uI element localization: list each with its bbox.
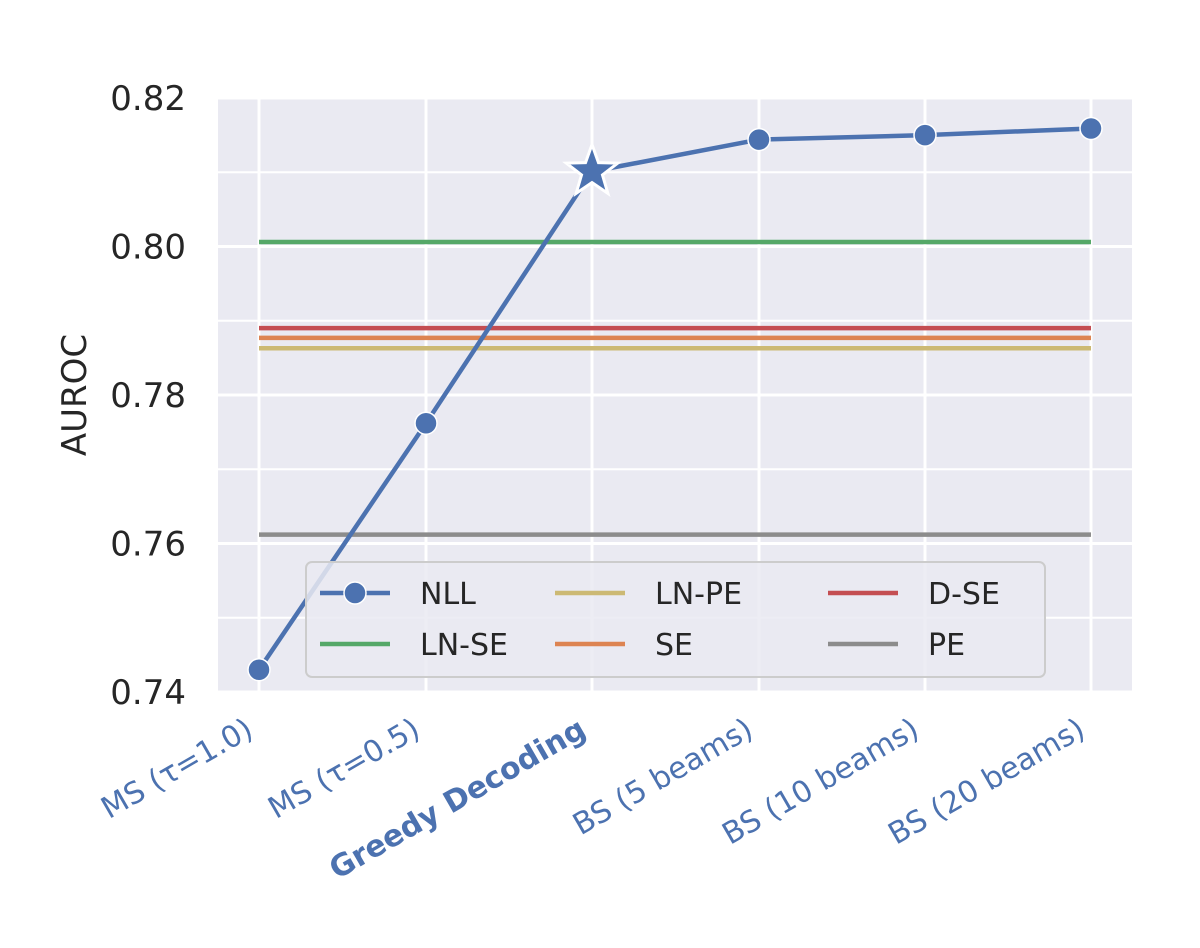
y-tick-label: 0.78: [110, 376, 186, 416]
nll-point: [247, 657, 271, 682]
y-tick-label: 0.80: [110, 228, 186, 268]
y-tick-label: 0.76: [110, 525, 186, 565]
nll-point: [414, 411, 438, 435]
legend-label-pe: PE: [928, 628, 965, 663]
x-tick-label-group: MS (τ=1.0): [95, 712, 259, 827]
nll-star-marker: [562, 140, 622, 197]
legend-label-d-se: D-SE: [928, 577, 1000, 612]
x-tick-label: MS (τ=1.0): [95, 712, 259, 827]
y-tick-labels: 0.74 0.76 0.78 0.80 0.82: [110, 79, 186, 713]
legend-marker-nll: [343, 581, 367, 605]
nll-line: [257, 126, 1092, 671]
y-axis-label: AUROC: [55, 334, 95, 456]
legend-label-se: SE: [655, 628, 693, 663]
x-tick-label-group: MS (τ=0.5): [262, 712, 426, 827]
nll-series: [247, 116, 1103, 682]
y-tick-label: 0.82: [110, 79, 186, 119]
nll-point: [913, 123, 937, 147]
legend-label-ln-pe: LN-PE: [655, 577, 742, 612]
x-tick-label: MS (τ=0.5): [262, 712, 426, 827]
reference-lines: [259, 239, 1091, 537]
nll-point: [1079, 116, 1103, 141]
y-tick-label: 0.74: [110, 673, 186, 713]
legend: NLL LN-SE LN-PE SE D-SE PE: [305, 561, 1046, 678]
legend-label-nll: NLL: [420, 577, 476, 612]
legend-label-ln-se: LN-SE: [420, 628, 508, 663]
nll-point: [747, 127, 771, 152]
